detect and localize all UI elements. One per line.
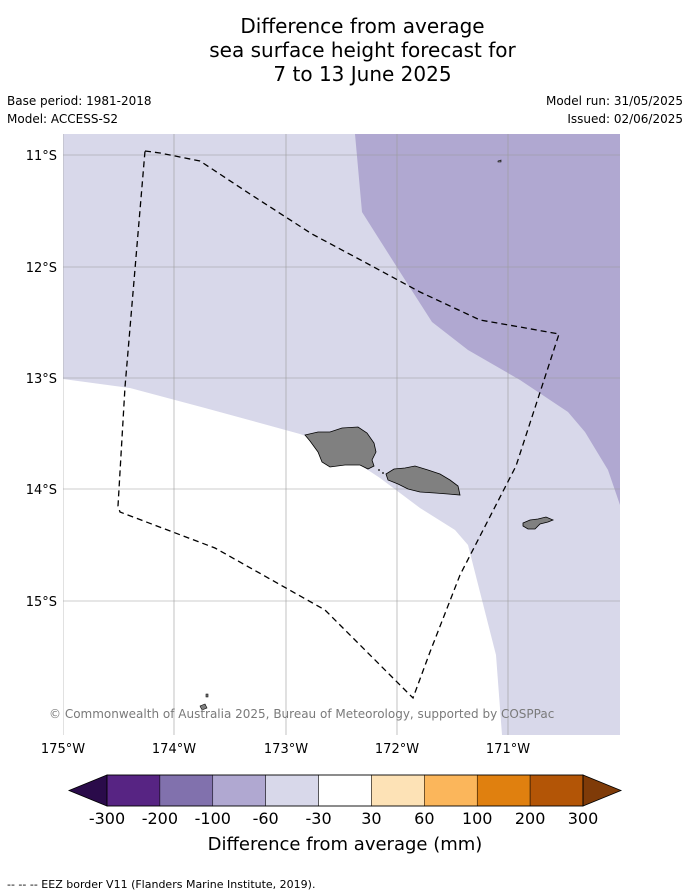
colorbar-block-4 xyxy=(265,774,319,807)
colorbar-tick-label: -300 xyxy=(89,809,125,828)
colorbar-tick-label: 200 xyxy=(515,809,546,828)
colorbar-block-8 xyxy=(476,774,531,807)
title-line-3: 7 to 13 June 2025 xyxy=(273,62,452,86)
sea-level-band-minus60 xyxy=(355,134,620,505)
savaii-island xyxy=(304,426,377,470)
lat-label-14s: 14°S xyxy=(26,483,57,498)
small-island-southwest-2 xyxy=(205,693,209,698)
longitude-axis: 175°W 174°W 173°W 172°W 171°W xyxy=(41,742,530,757)
colorbar-block-6 xyxy=(371,774,425,807)
colorbar-tick-label: -60 xyxy=(253,809,279,828)
title-line-1: Difference from average xyxy=(240,14,485,38)
lon-label-173w: 173°W xyxy=(264,742,308,757)
islet-apolima xyxy=(382,472,384,474)
colorbar-tick-label: -100 xyxy=(195,809,231,828)
colorbar-block-5 xyxy=(318,774,372,807)
colorbar-block-9 xyxy=(529,774,584,807)
colorbar-tick-label: 60 xyxy=(414,809,434,828)
eez-footnote: -- -- -- EEZ border V11 (Flanders Marine… xyxy=(7,878,316,891)
copyright-notice: © Commonwealth of Australia 2025, Bureau… xyxy=(49,707,554,721)
small-island-southwest xyxy=(199,703,208,711)
colorbar-tick-label: 100 xyxy=(462,809,493,828)
base-period-label: Base period: 1981-2018 xyxy=(7,94,152,108)
colorbar-block-3 xyxy=(212,774,266,807)
lon-label-172w: 172°W xyxy=(375,742,419,757)
forecast-map: © Commonwealth of Australia 2025, Bureau… xyxy=(26,134,623,855)
colorbar: -300 -200 -100 -60 -30 30 60 100 200 300 Differen… xyxy=(67,774,623,855)
graticule xyxy=(63,134,620,735)
tutuila-island xyxy=(522,516,555,530)
colorbar-block-7 xyxy=(424,774,478,807)
issued-label: Issued: 02/06/2025 xyxy=(567,112,683,126)
lat-label-12s: 12°S xyxy=(26,261,57,276)
colorbar-block-2 xyxy=(159,774,214,807)
lon-label-171w: 171°W xyxy=(486,742,530,757)
lon-label-175w: 175°W xyxy=(41,742,85,757)
lat-label-15s: 15°S xyxy=(26,595,57,610)
model-run-label: Model run: 31/05/2025 xyxy=(545,94,683,108)
colorbar-title: Difference from average (mm) xyxy=(208,834,483,855)
lat-label-11s: 11°S xyxy=(26,149,57,164)
model-label: Model: ACCESS-S2 xyxy=(7,112,119,126)
swains-island xyxy=(497,159,502,163)
colorbar-tick-label: 300 xyxy=(568,809,599,828)
title-line-2: sea surface height forecast for xyxy=(209,38,516,62)
latitude-axis: 11°S 12°S 13°S 14°S 15°S xyxy=(26,149,57,610)
colorbar-frame xyxy=(106,774,584,807)
lon-label-174w: 174°W xyxy=(152,742,196,757)
map-area xyxy=(63,134,620,735)
colorbar-extend-low xyxy=(67,774,108,807)
colorbar-extend-high xyxy=(582,774,623,807)
colorbar-block-1 xyxy=(106,774,161,807)
colorbar-tick-label: -30 xyxy=(305,809,331,828)
lat-label-13s: 13°S xyxy=(26,372,57,387)
upolu-island xyxy=(385,465,461,496)
map-title: Difference from average sea surface heig… xyxy=(0,14,690,86)
colorbar-blocks xyxy=(106,774,584,807)
colorbar-ticks: -300 -200 -100 -60 -30 30 60 100 200 300 xyxy=(89,809,598,828)
colorbar-tick-label: 30 xyxy=(361,809,381,828)
islet-manono xyxy=(378,469,380,471)
colorbar-tick-label: -200 xyxy=(142,809,178,828)
